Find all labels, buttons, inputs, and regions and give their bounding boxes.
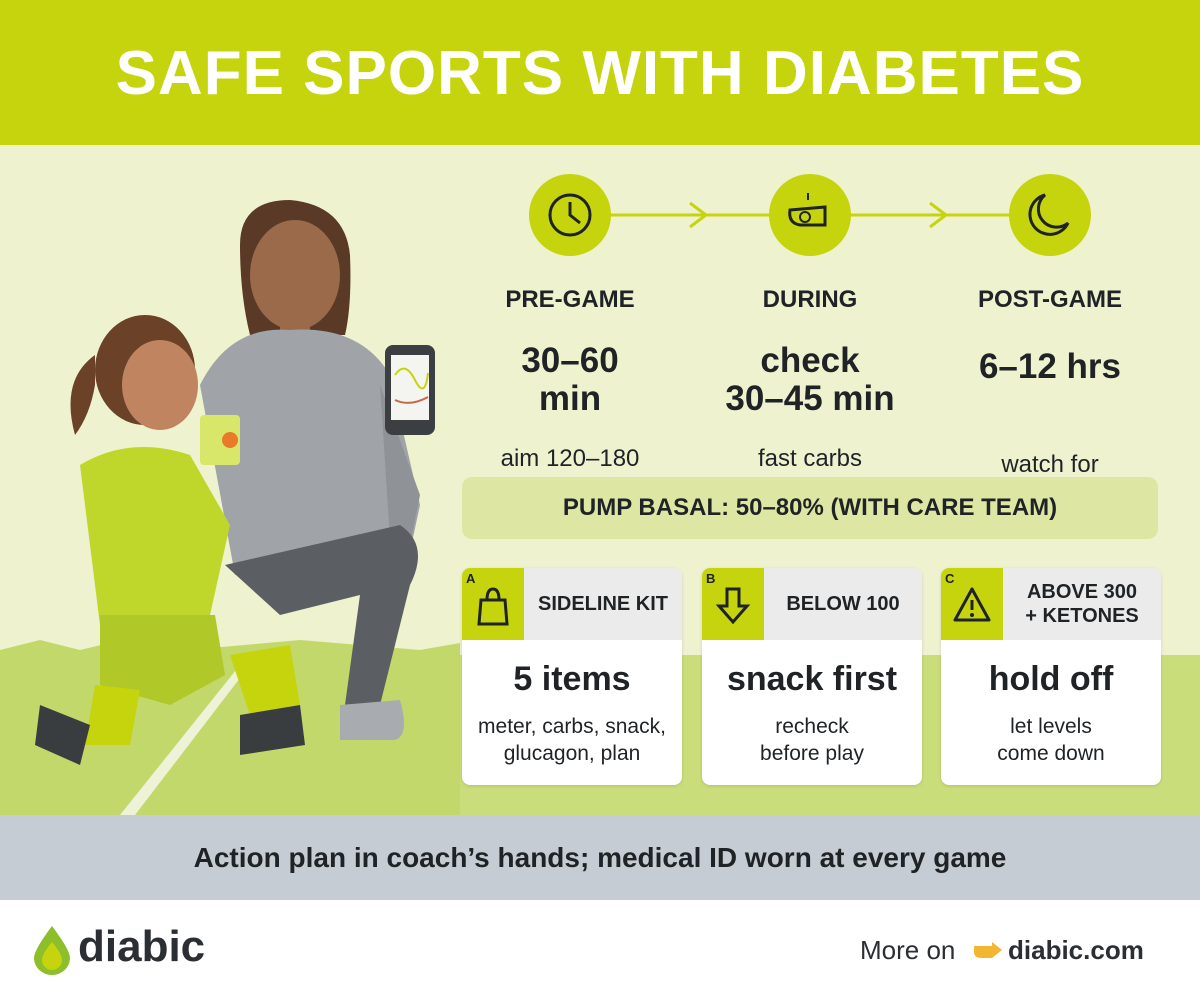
pointing-hand <box>974 942 1002 958</box>
card-letter: A <box>466 571 476 586</box>
card-letter: B <box>706 571 716 586</box>
step-label: DURING <box>762 286 858 313</box>
arrow-icon <box>716 587 750 625</box>
basal-bar: PUMP BASAL: 50–80% (WITH CARE TEAM) <box>462 477 1158 539</box>
warning-icon <box>953 587 991 622</box>
step-value: 6–12 hrs <box>978 347 1122 386</box>
card-note: recheck before play <box>760 715 864 765</box>
step-label: POST-GAME <box>977 286 1122 313</box>
title: SAFE SPORTS WITH DIABETES <box>115 39 1085 108</box>
brand: diabic <box>78 922 206 971</box>
logo-drop <box>34 926 70 975</box>
bag-icon <box>477 587 509 626</box>
more-text: More on <box>860 935 956 965</box>
step-label: PRE-GAME <box>505 286 635 313</box>
card-value: snack first <box>726 660 898 698</box>
card: A SIDELINE KIT 5 items meter, carbs, sna… <box>462 568 682 785</box>
card-value: hold off <box>988 660 1114 698</box>
card-title: BELOW 100 <box>786 593 900 615</box>
card-title: SIDELINE KIT <box>537 593 668 615</box>
card: C ABOVE 300 + KETONES hold off let level… <box>941 568 1161 785</box>
card-note: let levels come down <box>997 715 1105 765</box>
card-letter: C <box>945 571 955 586</box>
step-value: check 30–45 min <box>725 341 895 418</box>
card-title: ABOVE 300 + KETONES <box>1025 581 1139 627</box>
banner: Action plan in coach’s hands; medical ID… <box>0 815 1200 900</box>
step-value: 30–60 min <box>521 341 619 418</box>
header-band <box>0 0 1200 145</box>
card-note: meter, carbs, snack, glucagon, plan <box>478 715 666 765</box>
link[interactable]: diabic.com <box>1008 935 1144 965</box>
card-value: 5 items <box>513 660 631 698</box>
card: B BELOW 100 snack first recheck before p… <box>702 568 922 785</box>
